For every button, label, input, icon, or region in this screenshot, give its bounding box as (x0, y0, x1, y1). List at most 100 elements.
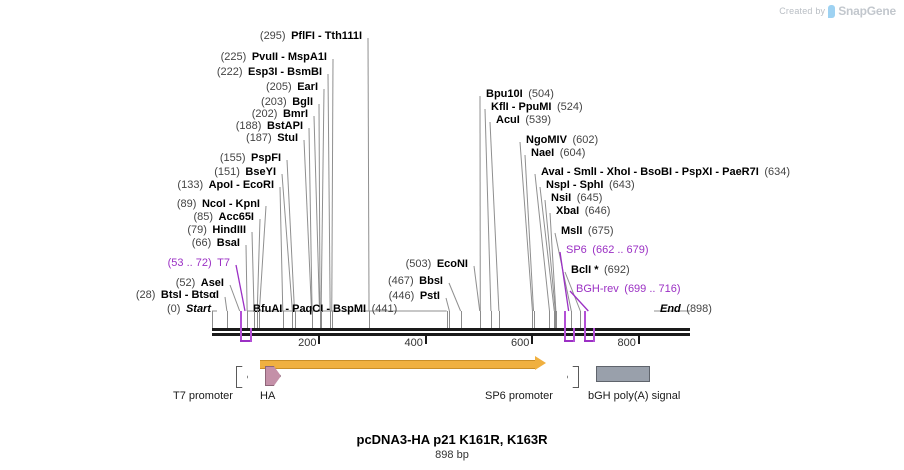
feature-glyph-arrow-left-outline[interactable] (567, 366, 579, 388)
cut-site-tick (446, 311, 448, 328)
site-label: (467) BbsI (388, 275, 443, 287)
site-position: (441) (371, 303, 398, 315)
site-enzymes: BGH-rev (576, 283, 619, 295)
site-label: BfuAI - PaqCI - BspMI (441) (253, 303, 397, 315)
cut-site-tick (549, 311, 551, 328)
site-position: (692) (604, 264, 630, 276)
site-enzymes: SP6 (566, 244, 587, 256)
cut-site-tick (460, 311, 462, 328)
feature-label: T7 promoter (173, 390, 233, 402)
site-position: (188) (235, 120, 262, 132)
primer-tick-end (250, 328, 252, 342)
cut-site-tick (311, 311, 313, 328)
site-position: (151) (214, 166, 240, 178)
site-position: (52) (175, 277, 196, 289)
site-label: (0) Start (167, 303, 211, 315)
cut-site-tick (490, 311, 492, 328)
snapgene-logo-icon (828, 4, 836, 18)
site-label: SP6 (662 .. 679) (566, 244, 649, 256)
site-position: (85) (193, 211, 214, 223)
site-enzymes: AseI (200, 277, 224, 289)
site-enzymes: EcoNI (436, 258, 468, 270)
site-position: (66) (191, 237, 212, 249)
site-enzymes: AvaI - SmlI - XhoI - BsoBI - PspXI - Pae… (541, 166, 759, 178)
cut-site-tick (555, 311, 557, 328)
site-enzymes: BfuAI - PaqCI - BspMI (253, 303, 367, 315)
site-enzymes: NspI - SphI (546, 179, 604, 191)
feature-label: HA (260, 390, 276, 402)
watermark-prefix: Created by (779, 6, 826, 16)
site-position: (634) (764, 166, 790, 178)
site-label: (503) EcoNI (406, 258, 468, 270)
site-position: (187) (246, 132, 272, 144)
site-label: (203) BglI (261, 96, 313, 108)
primer-tick (564, 311, 566, 342)
cut-site-tick (294, 311, 296, 328)
cut-site-tick (449, 311, 451, 328)
site-enzymes: End (660, 303, 681, 315)
site-position: (539) (525, 114, 552, 126)
site-position: (503) (405, 258, 432, 270)
site-label: BclI * (692) (571, 264, 630, 276)
cut-site-tick (254, 311, 256, 328)
site-position: (203) (261, 96, 287, 108)
ruler-tick (637, 336, 640, 344)
cut-site-tick (480, 311, 482, 328)
site-position: (898) (686, 303, 712, 315)
cut-site-tick (321, 311, 323, 328)
site-position: (662 .. 679) (592, 244, 649, 256)
site-label: (188) BstAPI (236, 120, 303, 132)
site-enzymes: Acc65I (218, 211, 254, 223)
site-label: (85) Acc65I (193, 211, 254, 223)
feature-glyph-arrow-right-outline[interactable] (236, 366, 248, 388)
cut-site-tick (282, 311, 284, 328)
primer-tick (240, 311, 242, 342)
site-enzymes: BtsI - BtsαI (160, 289, 219, 301)
sequence-backbone-gap (212, 331, 690, 333)
site-enzymes: KflI - PpuMI (491, 101, 552, 113)
site-enzymes: AcuI (496, 114, 520, 126)
feature-glyph-arrow-right-filled[interactable] (265, 366, 281, 386)
cut-site-tick (226, 311, 228, 328)
site-label: (52) AseI (176, 277, 224, 289)
ruler-tick-label: 400 (404, 337, 423, 349)
site-label: NaeI (604) (531, 147, 585, 159)
site-enzymes: NsiI (551, 192, 572, 204)
site-position: (675) (587, 225, 614, 237)
site-enzymes: MslI (561, 225, 583, 237)
site-enzymes: BglI (292, 96, 313, 108)
cut-site-tick (292, 311, 294, 328)
site-position: (604) (559, 147, 586, 159)
site-label: (187) StuI (246, 132, 298, 144)
site-position: (133) (177, 179, 204, 191)
site-label: (205) EarI (266, 81, 318, 93)
site-label: BGH-rev (699 .. 716) (576, 283, 681, 295)
site-label: KflI - PpuMI (524) (491, 101, 583, 113)
primer-span-bar (584, 340, 594, 342)
site-position: (645) (576, 192, 603, 204)
site-label: (133) ApoI - EcoRI (177, 179, 274, 191)
site-enzymes: ApoI - EcoRI (208, 179, 274, 191)
sequence-backbone-bottom (212, 333, 690, 336)
site-enzymes: BstAPI (266, 120, 303, 132)
site-enzymes: T7 (217, 257, 230, 269)
watermark-brand: SnapGene (838, 4, 896, 18)
feature-glyph-rect[interactable] (596, 366, 650, 382)
site-position: (155) (219, 152, 246, 164)
site-position: (28) (135, 289, 156, 301)
site-position: (699 .. 716) (624, 283, 681, 295)
site-label: NgoMIV (602) (526, 134, 598, 146)
site-label: (53 .. 72) T7 (168, 257, 230, 269)
feature-label: SP6 promoter (485, 390, 553, 402)
cut-site-tick (330, 311, 332, 328)
cut-site-tick (257, 311, 259, 328)
site-enzymes: PvuII - MspA1I (251, 51, 327, 63)
site-enzymes: PspFI (251, 152, 281, 164)
page-subtitle: 898 bp (435, 449, 469, 461)
site-enzymes: EarI (297, 81, 318, 93)
site-enzymes: NaeI (531, 147, 555, 159)
ruler-tick-label: 600 (511, 337, 530, 349)
cut-site-tick (554, 311, 556, 328)
site-enzymes: BmrI (282, 108, 308, 120)
